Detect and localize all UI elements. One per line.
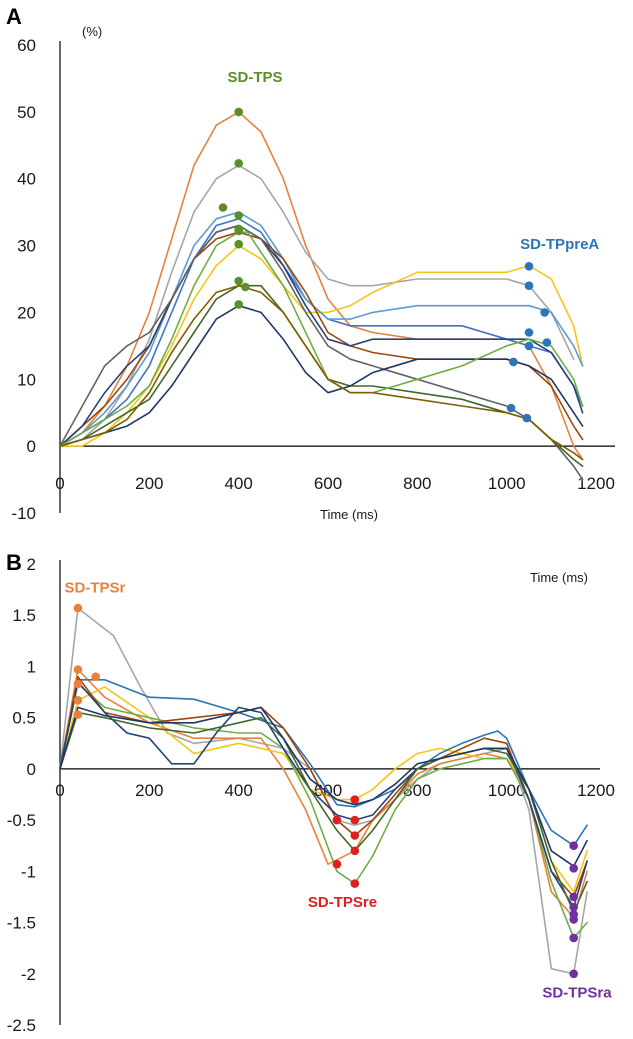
y-tick-label: 0 <box>27 437 36 456</box>
marker-sd-tpprea <box>506 403 516 413</box>
marker-sd-tpprea <box>540 308 549 317</box>
marker-sd-tpsra <box>569 864 578 873</box>
marker-sd-tpsr <box>73 603 83 613</box>
marker-sd-tpsra <box>569 969 578 979</box>
x-tick-label: 200 <box>135 474 163 493</box>
marker-sd-tps <box>234 159 243 168</box>
y-tick-label: 0.5 <box>12 709 36 728</box>
panel-b-x-label: Time (ms) <box>530 570 588 585</box>
marker-sd-tpsr <box>73 665 83 674</box>
annotation-sd-tps: SD-TPS <box>228 69 283 86</box>
panel-a-unit-label: (%) <box>82 24 102 39</box>
marker-sd-tpsre <box>332 859 342 869</box>
series-line-s12 <box>59 284 584 461</box>
series-line-s1 <box>59 111 584 461</box>
marker-sd-tps <box>234 276 243 286</box>
y-tick-label: -2.5 <box>7 1016 36 1035</box>
y-tick-label: -1 <box>21 862 36 881</box>
y-tick-label: -2 <box>21 965 36 984</box>
series-line-s2 <box>59 164 575 447</box>
marker-sd-tpsra <box>569 892 578 902</box>
marker-sd-tpprea <box>542 338 552 347</box>
series-line-s7 <box>59 224 584 447</box>
marker-sd-tpsra <box>569 902 578 912</box>
y-tick-label: 60 <box>17 36 36 55</box>
marker-sd-tpprea <box>524 262 534 271</box>
y-tick-label: 30 <box>17 237 36 256</box>
series-line-s5 <box>59 678 588 847</box>
marker-sd-tpprea <box>524 281 534 291</box>
x-tick-label: 400 <box>224 781 252 800</box>
marker-sd-tpprea <box>522 413 532 423</box>
marker-sd-tpsr <box>73 696 83 705</box>
panel-a-label: A <box>6 4 22 29</box>
x-tick-label: 0 <box>55 781 64 800</box>
marker-sd-tpsr <box>73 710 83 719</box>
series-line-s9 <box>59 706 588 868</box>
annotation-sd-tpsra: SD-TPSra <box>542 984 612 1001</box>
x-tick-label: 0 <box>55 474 64 493</box>
marker-sd-tps <box>234 239 243 249</box>
x-tick-label: 1200 <box>577 474 615 493</box>
y-tick-label: 1.5 <box>12 606 36 625</box>
marker-sd-tpsre <box>350 879 360 888</box>
series-line-s8 <box>59 711 588 914</box>
y-tick-label: 50 <box>17 103 36 122</box>
marker-sd-tpsre <box>332 815 342 825</box>
y-tick-label: 1 <box>27 657 36 676</box>
marker-sd-tpsre <box>350 846 360 856</box>
y-tick-label: -1.5 <box>7 914 36 933</box>
marker-sd-tpprea <box>509 357 518 367</box>
x-tick-label: 1000 <box>488 474 526 493</box>
x-tick-label: 600 <box>314 474 342 493</box>
series-line-s11 <box>59 231 584 447</box>
annotation-sd-tpprea: SD-TPpreA <box>520 236 599 253</box>
marker-sd-tps <box>234 300 243 309</box>
panel-a-x-label: Time (ms) <box>320 507 378 522</box>
y-tick-label: 40 <box>17 170 36 189</box>
y-tick-label: -10 <box>11 504 36 523</box>
marker-sd-tpsre <box>350 795 360 804</box>
series-line-s10 <box>59 304 584 447</box>
marker-sd-tpsre <box>350 815 360 825</box>
x-tick-label: 1200 <box>577 781 615 800</box>
annotation-sd-tpsre: SD-TPSre <box>308 894 377 911</box>
series-line-s5 <box>59 211 584 447</box>
marker-sd-tpsra <box>569 841 578 850</box>
marker-sd-tps <box>234 107 243 117</box>
x-tick-label: 800 <box>403 474 431 493</box>
marker-sd-tps <box>234 226 243 236</box>
marker-sd-tpsre <box>350 831 360 840</box>
marker-sd-tps <box>218 203 228 212</box>
marker-sd-tps <box>241 282 250 292</box>
marker-sd-tpprea <box>524 328 534 337</box>
panel-b-chart: Time (ms) -2.5 -2 -1.5 -1 -0.5 0 0.5 1 1.5 2 0 200 4… <box>7 555 615 1035</box>
y-tick-label: 20 <box>17 303 36 322</box>
x-tick-label: 400 <box>224 474 252 493</box>
y-tick-label: -0.5 <box>7 811 36 830</box>
x-tick-label: 200 <box>135 781 163 800</box>
series-line-s3 <box>59 244 584 447</box>
marker-sd-tpsr <box>91 672 100 681</box>
marker-sd-tpsr <box>73 679 83 689</box>
marker-sd-tpsra <box>569 933 578 943</box>
marker-sd-tps <box>234 211 243 220</box>
y-tick-label: 10 <box>17 370 36 389</box>
y-tick-label: 2 <box>27 555 36 574</box>
panel-b-label: B <box>6 550 22 575</box>
series-line-s8 <box>59 224 584 481</box>
x-tick-label: 1000 <box>488 781 526 800</box>
annotation-sd-tpsr: SD-TPSr <box>64 580 125 597</box>
marker-sd-tpsra <box>569 915 578 924</box>
marker-sd-tpprea <box>524 341 534 351</box>
y-tick-label: 0 <box>27 760 36 779</box>
